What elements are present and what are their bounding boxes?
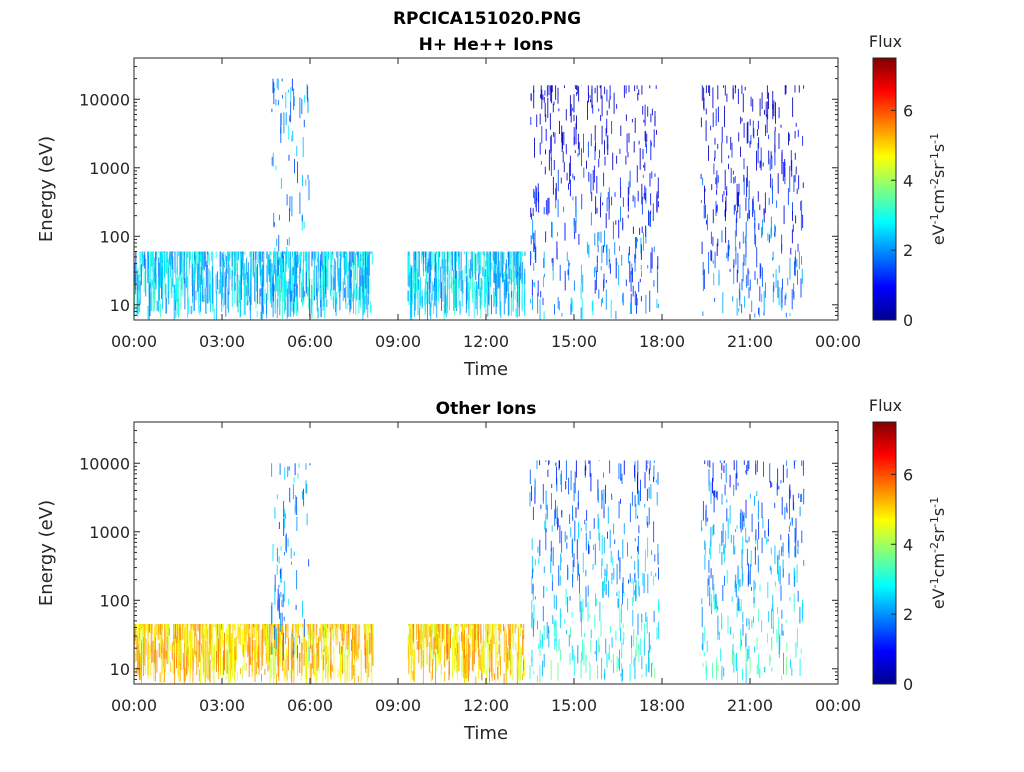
- x-tick-label: 06:00: [287, 696, 333, 715]
- colorbar-tick-label: 4: [903, 535, 913, 554]
- colorbar: [872, 421, 897, 685]
- x-tick-label: 00:00: [111, 332, 157, 351]
- heatmap-marks: [134, 78, 805, 320]
- y-tick-label: 100: [99, 591, 130, 610]
- x-tick-label: 12:00: [463, 696, 509, 715]
- colorbar-tick-label: 6: [903, 101, 913, 120]
- heatmap-marks: [133, 460, 805, 684]
- x-axis-label: Time: [463, 359, 508, 380]
- x-tick-label: 15:00: [551, 696, 597, 715]
- panel-title: Other Ions: [436, 399, 537, 419]
- x-tick-label: 09:00: [375, 332, 421, 351]
- x-tick-label: 03:00: [199, 696, 245, 715]
- panel-other-ions: Other Ions 00:00 03:00 06:00 09:00 12:00 15:00…: [36, 396, 948, 744]
- colorbar-title: Flux: [869, 396, 902, 415]
- y-tick-label: 1000: [89, 159, 130, 178]
- colorbar-tick-label: 2: [903, 605, 913, 624]
- y-tick-label: 100: [99, 227, 130, 246]
- colorbar-label: eV-1cm-2sr-1s-1: [928, 133, 949, 245]
- panel-h-he-ions: H+ He++ Ions 00:00 03:00 06:00 09:00 12:00 15:…: [36, 32, 948, 380]
- x-axis-label: Time: [463, 723, 508, 744]
- x-tick-label: 18:00: [639, 696, 685, 715]
- colorbar-label: eV-1cm-2sr-1s-1: [928, 497, 949, 609]
- x-tick-label: 21:00: [727, 696, 773, 715]
- x-tick-label: 06:00: [287, 332, 333, 351]
- y-axis-label: Energy (eV): [36, 136, 57, 242]
- colorbar-tick-label: 4: [903, 171, 913, 190]
- x-tick-label: 09:00: [375, 696, 421, 715]
- y-tick-label: 10000: [79, 90, 130, 109]
- colorbar-tick-label: 6: [903, 465, 913, 484]
- x-tick-label: 18:00: [639, 332, 685, 351]
- x-tick-label: 00:00: [815, 696, 861, 715]
- x-tick-label: 03:00: [199, 332, 245, 351]
- colorbar-title: Flux: [869, 32, 902, 51]
- x-tick-label: 12:00: [463, 332, 509, 351]
- y-tick-label: 10000: [79, 454, 130, 473]
- x-tick-label: 21:00: [727, 332, 773, 351]
- y-tick-label: 10: [110, 296, 130, 315]
- x-tick-label: 15:00: [551, 332, 597, 351]
- colorbar-tick-label: 0: [903, 675, 913, 694]
- y-tick-label: 10: [110, 660, 130, 679]
- colorbar-tick-label: 2: [903, 241, 913, 260]
- colorbar: [872, 57, 897, 321]
- x-tick-label: 00:00: [815, 332, 861, 351]
- y-tick-label: 1000: [89, 523, 130, 542]
- x-tick-label: 00:00: [111, 696, 157, 715]
- colorbar-tick-label: 0: [903, 311, 913, 330]
- y-axis-label: Energy (eV): [36, 500, 57, 606]
- panel-title: H+ He++ Ions: [419, 35, 554, 55]
- figure-title: RPCICA151020.PNG: [393, 9, 581, 29]
